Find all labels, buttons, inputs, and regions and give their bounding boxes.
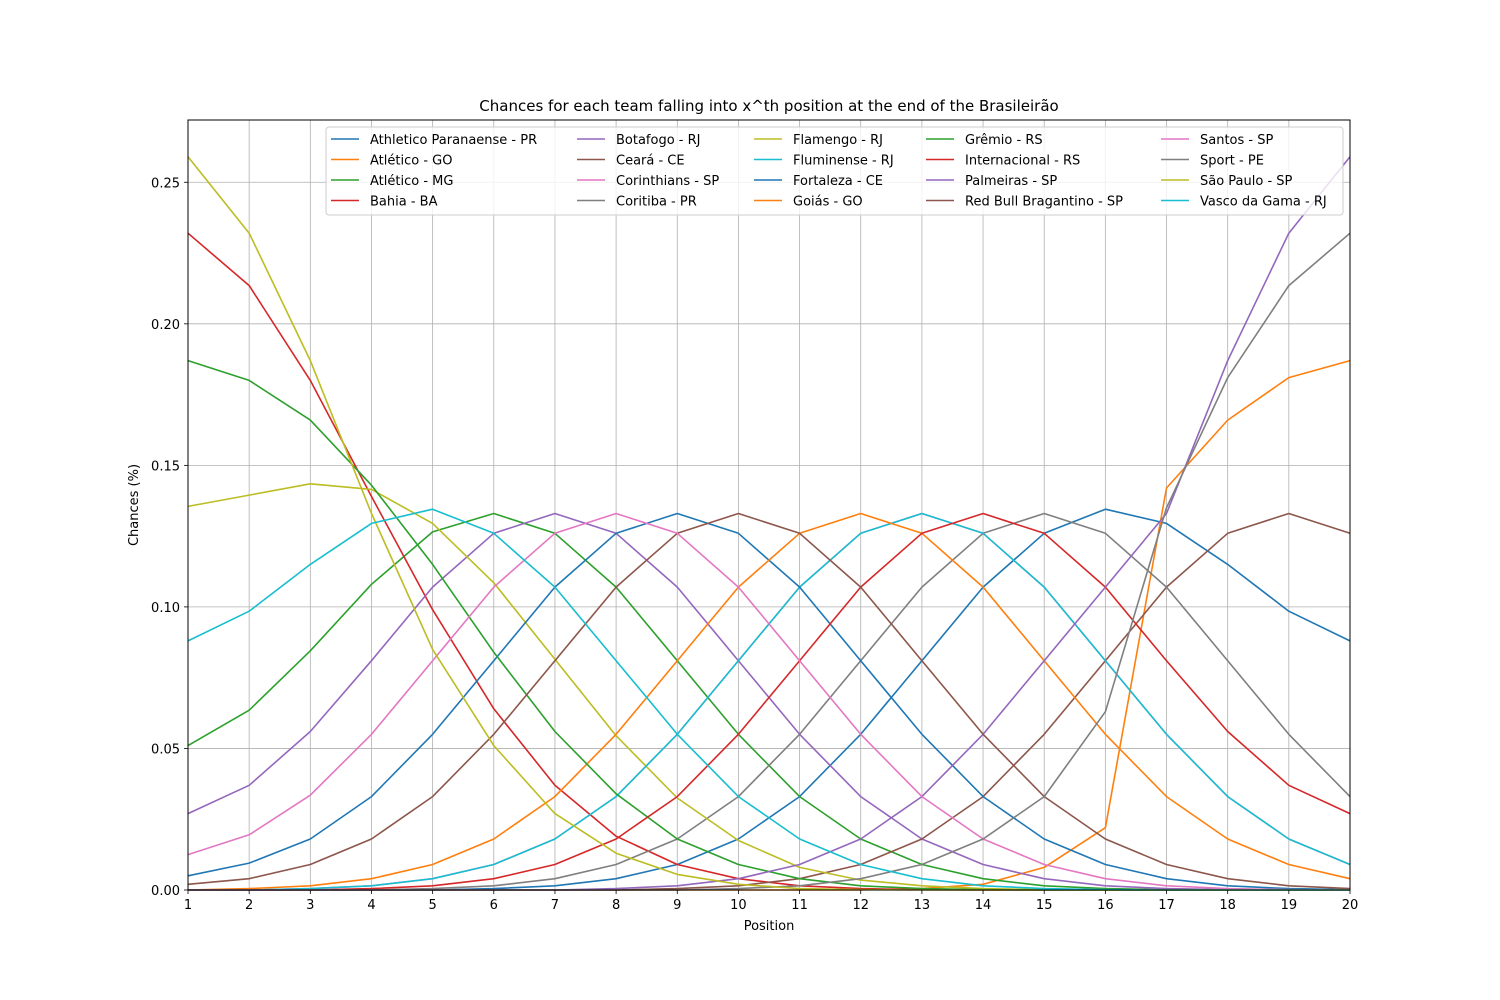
x-tick-label: 1 <box>184 898 192 913</box>
y-tick-label: 0.00 <box>151 884 180 899</box>
y-tick-label: 0.20 <box>151 318 180 333</box>
y-tick-label: 0.15 <box>151 459 180 474</box>
legend-label: São Paulo - SP <box>1200 174 1293 189</box>
legend-label: Goiás - GO <box>793 195 863 210</box>
x-tick-label: 14 <box>975 898 992 913</box>
y-axis: 0.00 0.05 0.10 0.15 0.20 0.25 <box>151 176 188 899</box>
legend-label: Fortaleza - CE <box>793 174 883 189</box>
y-tick-label: 0.25 <box>151 176 180 191</box>
x-tick-label: 18 <box>1219 898 1236 913</box>
legend-label: Fluminense - RJ <box>793 154 894 169</box>
x-tick-label: 8 <box>612 898 620 913</box>
series-line-internacional-rs <box>188 512 1351 891</box>
x-tick-label: 9 <box>673 898 681 913</box>
series-line-goias-go <box>187 512 1351 891</box>
x-tick-label: 12 <box>852 898 869 913</box>
legend-label: Ceará - CE <box>616 154 685 169</box>
x-tick-label: 4 <box>367 898 375 913</box>
plot-frame <box>187 119 1351 891</box>
y-axis-label: Chances (%) <box>127 464 142 546</box>
x-tick-label: 3 <box>306 898 314 913</box>
legend-label: Internacional - RS <box>965 154 1080 169</box>
legend-label: Santos - SP <box>1200 133 1273 148</box>
legend-label: Bahia - BA <box>370 195 438 210</box>
legend-label: Coritiba - PR <box>616 195 697 210</box>
legend-label: Vasco da Gama - RJ <box>1200 195 1327 210</box>
series-line-santos-sp <box>187 512 1351 891</box>
legend-label: Palmeiras - SP <box>965 174 1057 189</box>
legend-label: Grêmio - RS <box>965 133 1043 148</box>
chart-title: Chances for each team falling into x^th … <box>479 97 1058 115</box>
x-tick-label: 7 <box>551 898 559 913</box>
legend-label: Atlético - MG <box>370 174 453 189</box>
legend-label: Botafogo - RJ <box>616 133 701 148</box>
x-tick-label: 19 <box>1281 898 1298 913</box>
legend: Athletico Paranaense - PR Atlético - GO At… <box>325 126 1344 216</box>
x-tick-label: 13 <box>914 898 931 913</box>
legend-label: Sport - PE <box>1200 154 1264 169</box>
legend-label: Red Bull Bragantino - SP <box>965 195 1123 210</box>
x-tick-label: 17 <box>1158 898 1175 913</box>
series-line-red-bull-bragantino-sp <box>187 512 1351 890</box>
x-tick-label: 2 <box>245 898 253 913</box>
x-tick-label: 11 <box>791 898 808 913</box>
legend-label: Flamengo - RJ <box>793 133 883 148</box>
legend-box <box>325 126 1344 216</box>
y-tick-label: 0.05 <box>151 742 180 757</box>
x-tick-label: 5 <box>428 898 436 913</box>
legend-label: Athletico Paranaense - PR <box>370 133 537 148</box>
x-tick-label: 10 <box>730 898 747 913</box>
x-tick-label: 6 <box>490 898 498 913</box>
x-tick-label: 20 <box>1342 898 1359 913</box>
legend-label: Atlético - GO <box>370 154 452 169</box>
x-axis: 1 2 3 4 5 6 7 8 9 10 11 12 13 14 15 16 17 18 19 20 <box>184 890 1358 913</box>
x-tick-label: 15 <box>1036 898 1053 913</box>
legend-label: Corinthians - SP <box>616 174 719 189</box>
x-axis-label: Position <box>744 919 795 934</box>
x-tick-label: 16 <box>1097 898 1114 913</box>
y-tick-label: 0.10 <box>151 601 180 616</box>
